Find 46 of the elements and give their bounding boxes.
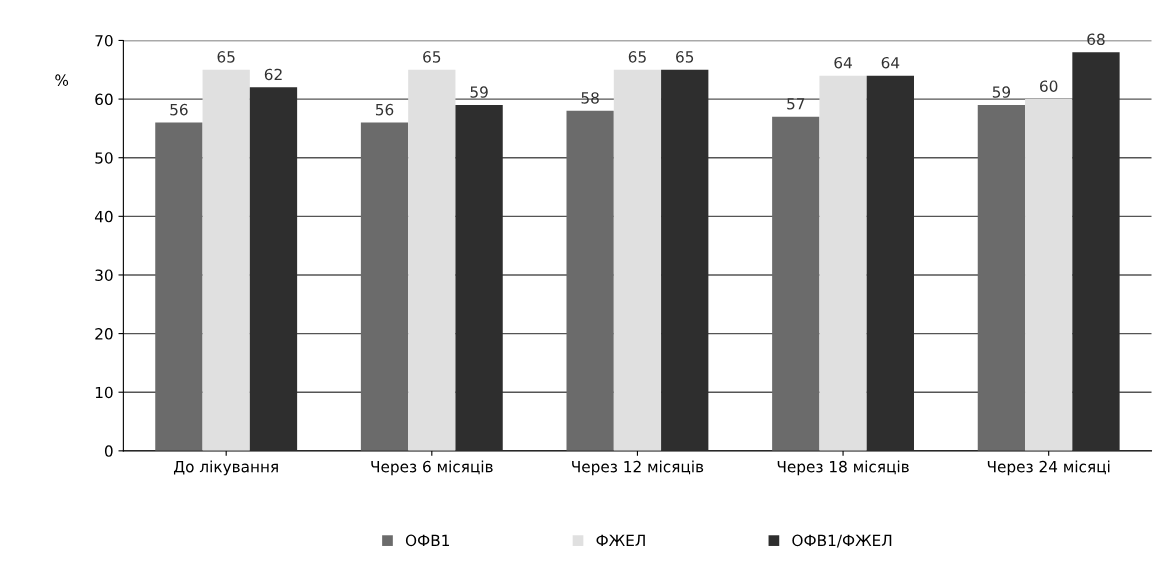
data-label: 65 <box>423 51 441 63</box>
data-label: 64 <box>881 56 900 69</box>
bar <box>360 122 409 451</box>
bar <box>977 104 1026 451</box>
x-tick-label: Через 18 місяців <box>777 460 909 476</box>
data-label: 68 <box>1087 33 1105 46</box>
y-tick-label: 20 <box>95 328 113 340</box>
bar <box>202 69 250 451</box>
y-tick-label: 60 <box>95 93 113 106</box>
data-label: 65 <box>676 51 694 63</box>
data-label: 62 <box>264 68 282 81</box>
y-tick-label: 70 <box>95 34 113 47</box>
data-label: 57 <box>787 98 805 110</box>
y-tick-label: 50 <box>95 152 113 164</box>
data-label: 65 <box>217 51 235 63</box>
bar <box>249 87 298 451</box>
bar <box>408 69 456 451</box>
legend-label: ФЖЕЛ <box>596 534 645 546</box>
bar <box>566 110 614 451</box>
x-tick-label: Через 12 місяців <box>572 460 704 476</box>
x-tick-label: Через 6 місяців <box>371 460 493 476</box>
y-tick-label: 0 <box>104 445 113 457</box>
data-label: 56 <box>170 103 188 116</box>
bar <box>613 69 662 451</box>
data-label: 59 <box>992 86 1011 98</box>
data-label: 65 <box>628 51 646 63</box>
bar <box>661 69 709 451</box>
y-axis-title: % <box>55 74 69 86</box>
data-label: 60 <box>1040 80 1058 92</box>
x-tick-label: До лікування <box>173 460 278 476</box>
bar <box>819 75 867 451</box>
bar <box>1072 52 1120 451</box>
bar <box>1025 99 1073 451</box>
y-tick-label: 10 <box>95 386 113 399</box>
y-tick-label: 40 <box>94 210 113 223</box>
data-label: 59 <box>470 86 488 98</box>
bar <box>155 122 203 451</box>
y-tick-label: 30 <box>95 269 113 281</box>
legend-label: ОФВ1 <box>405 534 450 547</box>
data-label: 64 <box>834 56 852 69</box>
bar <box>866 75 914 451</box>
bar <box>772 116 820 451</box>
data-label: 56 <box>375 103 394 116</box>
bar <box>455 104 503 451</box>
legend-label: ОФВ1/ФЖЕЛ <box>792 534 892 548</box>
x-tick-label: Через 24 місяці <box>987 460 1110 476</box>
